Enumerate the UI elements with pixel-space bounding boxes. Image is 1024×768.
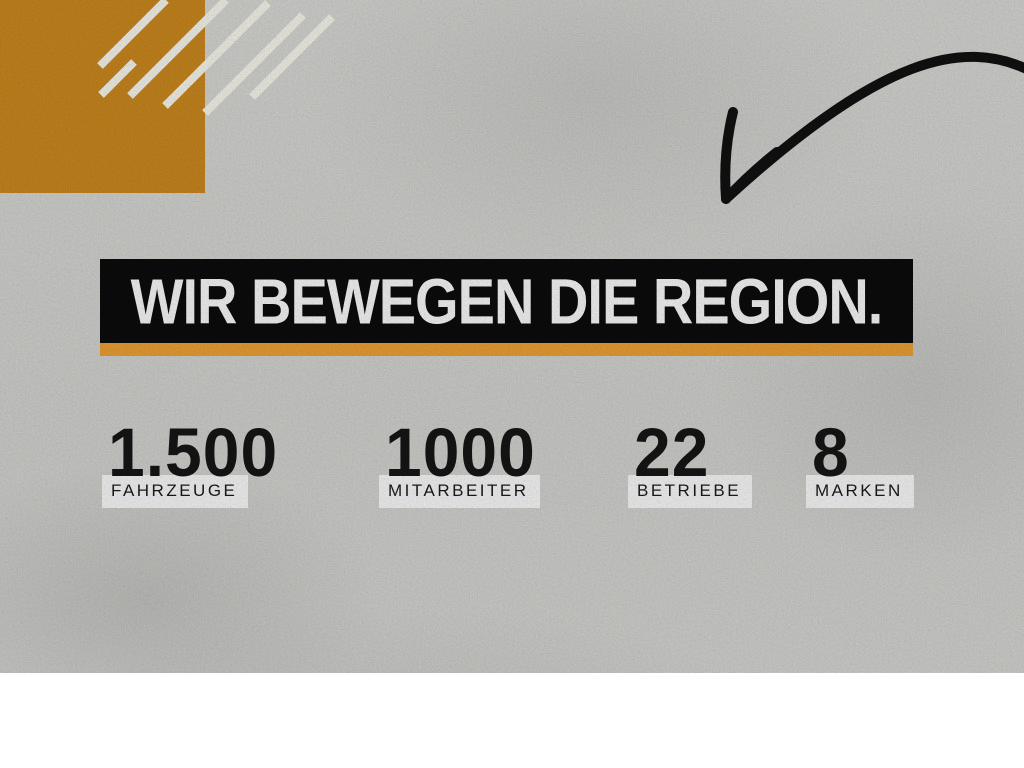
banner-orange-underline: [100, 343, 913, 356]
stat-value: 1.500: [108, 413, 279, 491]
stat-betriebe: 22 BETRIEBE: [628, 413, 753, 508]
stat-fahrzeuge: 1.500 FAHRZEUGE: [102, 413, 279, 508]
stat-value: 22: [634, 413, 710, 491]
stat-value: 1000: [385, 413, 536, 491]
headline-banner: WIR BEWEGEN DIE REGION.: [100, 259, 913, 343]
diagonal-stripes-decoration: [97, 0, 335, 116]
hand-drawn-arrow-icon: [720, 51, 1024, 204]
stat-mitarbeiter: 1000 MITARBEITER: [379, 413, 540, 508]
footer-bar: [0, 673, 1024, 768]
headline-text: WIR BEWEGEN DIE REGION.: [130, 265, 884, 337]
stat-value: 8: [812, 413, 850, 491]
stat-marken: 8 MARKEN: [806, 413, 914, 508]
